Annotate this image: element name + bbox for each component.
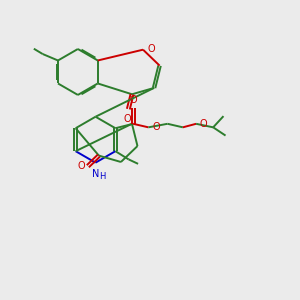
Text: O: O (200, 119, 208, 129)
Text: O: O (77, 160, 85, 171)
Text: O: O (123, 113, 131, 124)
Text: N: N (92, 169, 99, 178)
Text: H: H (99, 172, 105, 181)
Text: O: O (152, 122, 160, 132)
Text: O: O (148, 44, 155, 54)
Text: O: O (129, 95, 137, 105)
